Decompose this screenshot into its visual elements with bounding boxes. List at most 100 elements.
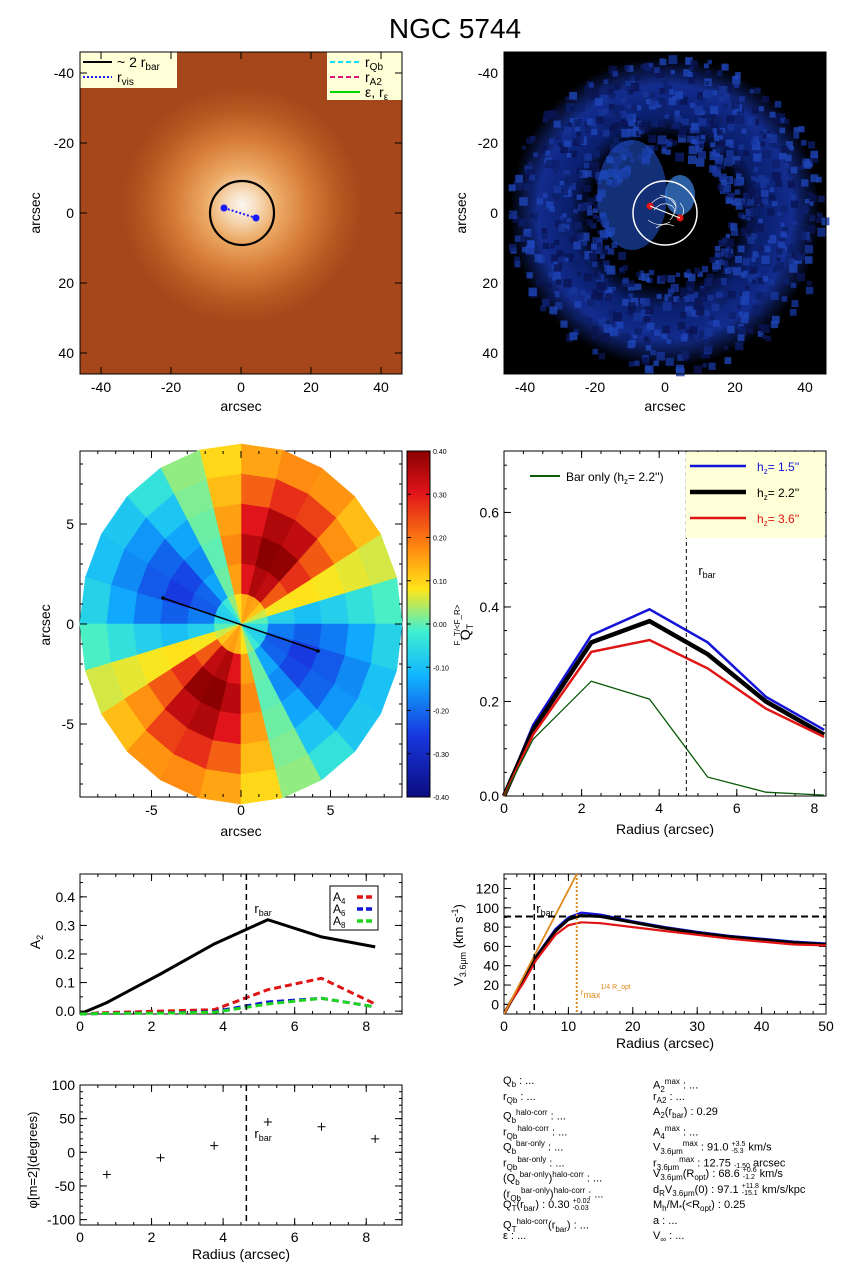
noise-pixel <box>752 279 757 284</box>
noise-pixel <box>589 252 597 260</box>
panel-orange-image: ~ 2 rbar rvis rQb rA2 ε, rε <box>79 51 403 375</box>
noise-pixel <box>766 193 773 200</box>
noise-pixel <box>821 217 830 226</box>
noise-pixel <box>625 114 633 122</box>
x-tick-label: -20 <box>585 379 605 395</box>
noise-pixel <box>784 163 790 168</box>
noise-pixel <box>519 197 528 206</box>
noise-pixel <box>566 217 572 223</box>
noise-pixel <box>514 261 521 268</box>
noise-pixel <box>512 215 521 223</box>
map-cell <box>198 768 242 805</box>
parameters-table: Qb : ... rQb : ... Qbhalo-corr : ... rQbhal… <box>503 1074 843 1274</box>
parameter-row: V3.6μmmax : 91.0 +3.5 -5.3 km/s <box>653 1139 772 1156</box>
noise-pixel <box>750 139 756 145</box>
noise-pixel <box>711 167 721 176</box>
noise-pixel <box>536 198 543 205</box>
noise-pixel <box>552 271 561 281</box>
noise-pixel <box>523 182 531 191</box>
noise-pixel <box>760 189 769 198</box>
noise-pixel <box>704 344 713 353</box>
noise-pixel <box>686 268 691 274</box>
noise-pixel <box>641 273 650 282</box>
noise-pixel <box>723 184 732 193</box>
noise-pixel <box>526 232 532 238</box>
noise-pixel <box>762 276 769 282</box>
noise-pixel <box>724 345 729 350</box>
noise-pixel <box>725 238 735 248</box>
noise-pixel <box>618 251 627 260</box>
noise-pixel <box>569 236 577 244</box>
x-tick-label: 8 <box>810 800 818 816</box>
noise-pixel <box>563 126 571 134</box>
noise-pixel <box>569 286 578 295</box>
noise-pixel <box>643 336 649 342</box>
noise-pixel <box>548 205 555 212</box>
noise-pixel <box>621 98 626 103</box>
x-tick-label: 0 <box>237 802 245 818</box>
noise-pixel <box>762 95 769 103</box>
noise-pixel <box>527 240 535 248</box>
noise-pixel <box>732 110 737 115</box>
x-tick-label: 8 <box>362 1229 370 1245</box>
noise-pixel <box>569 150 578 158</box>
parameter-row: QT(rbar) : 0.30 +0.02 -0.03 <box>503 1198 591 1214</box>
noise-pixel <box>806 224 816 234</box>
noise-pixel <box>592 208 598 214</box>
noise-pixel <box>638 121 648 131</box>
noise-pixel <box>628 280 635 287</box>
noise-pixel <box>788 258 795 265</box>
noise-pixel <box>731 100 740 109</box>
noise-pixel <box>737 327 747 336</box>
noise-pixel <box>665 149 671 155</box>
noise-pixel <box>633 126 641 134</box>
noise-pixel <box>631 104 638 111</box>
noise-pixel <box>727 266 734 273</box>
noise-pixel <box>622 264 629 271</box>
noise-pixel <box>633 312 642 322</box>
noise-pixel <box>611 242 618 249</box>
noise-pixel <box>648 134 657 143</box>
noise-pixel <box>723 262 729 268</box>
noise-pixel <box>730 228 739 237</box>
noise-pixel <box>596 238 603 245</box>
parameter-row: A2max : ... <box>653 1077 699 1094</box>
noise-pixel <box>787 169 793 175</box>
noise-pixel <box>668 97 677 106</box>
noise-pixel <box>572 260 581 268</box>
noise-pixel <box>687 119 695 127</box>
x-tick-label: 4 <box>655 800 663 816</box>
noise-pixel <box>714 245 721 252</box>
x-tick-label: 2 <box>148 1229 156 1245</box>
noise-pixel <box>809 201 814 206</box>
noise-pixel <box>563 174 573 184</box>
noise-pixel <box>526 137 533 144</box>
noise-pixel <box>600 254 605 259</box>
noise-pixel <box>600 85 609 94</box>
colorbar-tick-label: -0.30 <box>433 752 449 759</box>
panel-blue-ylabel: arcsec <box>453 192 469 233</box>
noise-pixel <box>661 142 669 150</box>
noise-pixel <box>561 188 568 196</box>
noise-pixel <box>521 145 527 150</box>
series-line <box>504 874 578 1014</box>
noise-pixel <box>598 109 606 117</box>
y-tick-label: 0 <box>67 1144 75 1160</box>
noise-pixel <box>643 316 651 323</box>
noise-pixel <box>584 293 593 302</box>
legend-label: A6 <box>333 902 346 918</box>
noise-pixel <box>553 260 558 265</box>
noise-pixel <box>817 212 823 218</box>
legend-vis-label: rvis <box>117 69 134 88</box>
noise-pixel <box>740 315 749 324</box>
noise-pixel <box>546 282 552 288</box>
noise-pixel <box>563 278 572 288</box>
noise-pixel <box>526 272 533 279</box>
noise-pixel <box>564 140 572 148</box>
parameters-right-column: A2max : ... rA2 : ... A2(rbar) : 0.29 A4max… <box>653 1074 805 1245</box>
y-tick-label: -40 <box>54 65 74 81</box>
noise-pixel <box>796 272 806 282</box>
legend-label: Bar only (hz= 2.2'') <box>566 470 664 486</box>
noise-pixel <box>591 243 598 250</box>
series-line <box>501 618 826 797</box>
